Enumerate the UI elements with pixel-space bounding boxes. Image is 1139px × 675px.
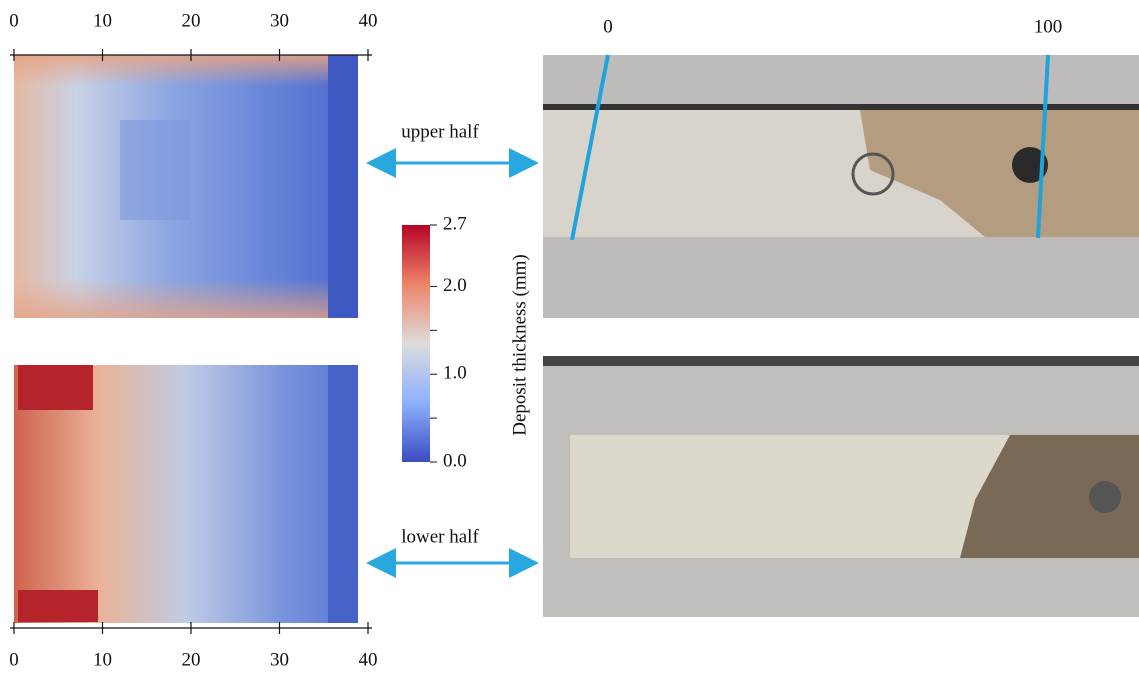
colorbar-label: Deposit thickness (mm) bbox=[509, 254, 530, 436]
colorbar-tick-label: 0.0 bbox=[443, 450, 467, 471]
x-tick-label: 20 bbox=[182, 649, 201, 670]
colorbar-tick-label: 1.0 bbox=[443, 363, 467, 384]
colorbar bbox=[402, 225, 430, 462]
photo-scale-label: 100 bbox=[1034, 16, 1063, 37]
x-tick-label: 30 bbox=[270, 10, 289, 31]
x-tick-label: 0 bbox=[9, 649, 19, 670]
colorbar-tick-label: 2.7 bbox=[443, 213, 467, 234]
x-tick-label: 10 bbox=[93, 649, 112, 670]
lower-map bbox=[14, 365, 358, 623]
colorbar-tick-label: 2.0 bbox=[443, 275, 467, 296]
x-tick-label: 0 bbox=[9, 10, 19, 31]
x-tick-label: 40 bbox=[359, 10, 378, 31]
figure: upper half lower half Deposit thickness … bbox=[0, 0, 1139, 675]
x-tick-label: 40 bbox=[359, 649, 378, 670]
upper-map bbox=[14, 55, 358, 318]
photo-scale-label: 0 bbox=[603, 16, 613, 37]
x-tick-label: 30 bbox=[270, 649, 289, 670]
x-tick-label: 20 bbox=[182, 10, 201, 31]
lower-photo bbox=[543, 356, 1139, 617]
upper-photo bbox=[543, 55, 1139, 318]
map-label: lower half bbox=[401, 526, 479, 547]
x-tick-label: 10 bbox=[93, 10, 112, 31]
map-label: upper half bbox=[401, 121, 479, 142]
